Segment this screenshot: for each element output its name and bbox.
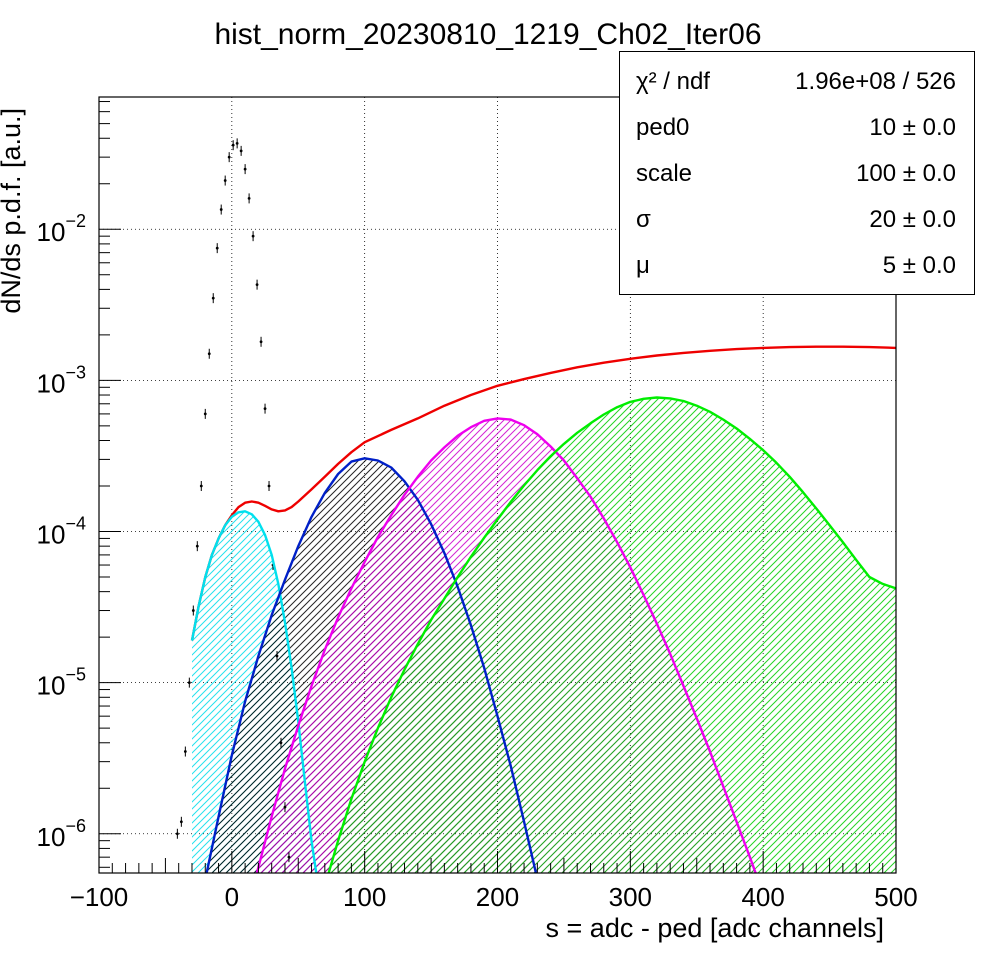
data-point	[179, 820, 183, 824]
stat-value: 10 ± 0.0	[869, 114, 956, 141]
data-point	[251, 234, 255, 238]
component-curve	[205, 457, 538, 873]
data-point	[263, 407, 267, 411]
stat-name: χ² / ndf	[636, 68, 710, 95]
data-point	[203, 412, 207, 416]
data-point	[243, 167, 247, 171]
x-tick-label: −100	[70, 882, 129, 912]
y-axis-title: dN/ds p.d.f. [a.u.]	[0, 108, 26, 314]
fit-statistics-box: χ² / ndf 1.96e+08 / 526 ped0 10 ± 0.0 scale 1…	[619, 51, 975, 295]
stat-row: σ 20 ± 0.0	[620, 198, 976, 244]
data-point	[231, 143, 235, 147]
data-point	[175, 832, 179, 836]
total-fit-curve	[190, 345, 896, 641]
x-tick-label: 400	[741, 882, 784, 912]
y-tick-labels: 10−6 10−5 10−4 10−3 10−2	[37, 211, 86, 852]
data-point	[275, 654, 279, 658]
y-tick-label: 10−5	[37, 665, 86, 701]
stat-row: χ² / ndf 1.96e+08 / 526	[620, 60, 976, 106]
data-point	[223, 179, 227, 182]
data-point	[287, 855, 291, 859]
x-tick-label: 0	[225, 882, 239, 912]
component-curve	[255, 417, 757, 873]
x-tick-label: 100	[343, 882, 386, 912]
stat-row: scale 100 ± 0.0	[620, 152, 976, 198]
data-point	[207, 352, 211, 356]
data-point	[191, 609, 195, 612]
x-tick-label: 300	[609, 882, 652, 912]
axis-ticks	[98, 101, 897, 873]
fit-curves	[190, 345, 896, 873]
data-point	[187, 681, 191, 685]
component-fill	[328, 397, 896, 873]
x-tick-labels: −100 0 100 200 300 400 500	[70, 882, 918, 912]
data-point	[219, 208, 223, 211]
chart-title: hist_norm_20230810_1219_Ch02_Iter06	[214, 18, 761, 51]
histogram-points	[175, 138, 291, 863]
data-point	[195, 544, 199, 548]
component-curve	[327, 396, 896, 873]
data-point	[215, 246, 219, 250]
y-tick-label: 10−4	[37, 514, 86, 550]
y-tick-label: 10−2	[37, 211, 86, 247]
y-tick-label: 10−6	[37, 816, 86, 852]
data-point	[227, 155, 231, 159]
x-axis-title: s = adc - ped [adc channels]	[546, 913, 884, 943]
data-point	[239, 149, 243, 153]
data-point	[183, 750, 187, 753]
stat-row: μ 5 ± 0.0	[620, 244, 976, 290]
x-tick-label: 500	[874, 882, 917, 912]
data-point	[283, 805, 287, 809]
stat-row: ped0 10 ± 0.0	[620, 106, 976, 152]
y-tick-label: 10−3	[37, 362, 86, 398]
component-curve	[190, 510, 318, 873]
stat-name: σ	[636, 206, 651, 233]
data-point	[255, 283, 259, 287]
stat-value: 5 ± 0.0	[882, 252, 956, 279]
data-point	[235, 141, 239, 145]
data-point	[259, 340, 263, 344]
x-tick-label: 200	[476, 882, 519, 912]
data-point	[279, 741, 283, 745]
data-point	[247, 196, 251, 200]
data-point	[199, 484, 203, 488]
stat-value: 20 ± 0.0	[869, 206, 956, 233]
data-point	[211, 296, 215, 300]
stat-name: scale	[636, 160, 693, 187]
stat-value: 100 ± 0.0	[856, 160, 956, 187]
stat-name: μ	[636, 252, 650, 279]
stat-value: 1.96e+08 / 526	[795, 68, 956, 95]
stat-name: ped0	[636, 114, 690, 141]
data-point	[267, 484, 271, 488]
